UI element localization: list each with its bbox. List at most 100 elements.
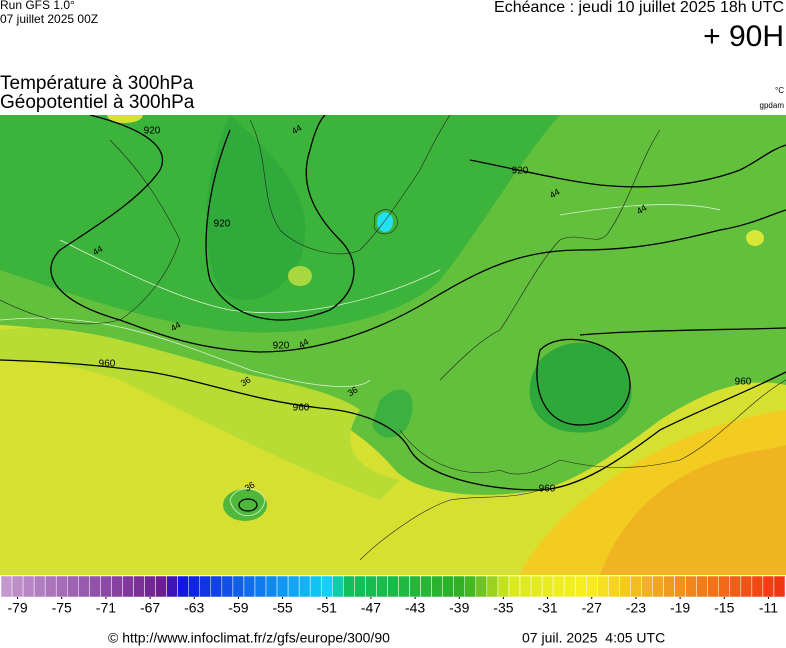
colorbar-swatch — [276, 575, 289, 598]
colorbar-swatch — [298, 575, 311, 598]
coastline — [249, 115, 451, 255]
field-warm-spot-east — [746, 230, 764, 246]
colorbar-swatch — [309, 575, 322, 598]
colorbar-swatch — [519, 575, 532, 598]
contour-label: 44 — [91, 244, 105, 258]
contour-label: 920 — [214, 219, 231, 230]
colorbar-tick-label: -67 — [140, 600, 160, 616]
colorbar-swatch — [122, 575, 134, 598]
contour-label: 44 — [290, 123, 304, 137]
colorbar-tick-label: -23 — [626, 600, 646, 616]
colorbar-swatch — [332, 575, 344, 598]
contour-label: 920 — [144, 126, 161, 137]
field-orange — [600, 445, 786, 575]
colorbar-swatch — [221, 575, 234, 598]
colorbar-swatch — [630, 575, 642, 598]
coastline — [359, 489, 541, 561]
colorbar-swatch — [287, 575, 300, 598]
contour-low — [238, 498, 258, 512]
contour-label: 44 — [635, 203, 649, 217]
colorbar-swatch — [508, 575, 521, 598]
colorbar-swatch — [409, 575, 421, 598]
colorbar-swatch — [497, 575, 510, 598]
colorbar-swatch — [585, 575, 598, 598]
colorbar-swatch — [78, 575, 90, 598]
colorbar-swatch — [55, 575, 68, 598]
colorbar-swatch — [420, 575, 432, 598]
valid-time: Echéance : jeudi 10 juillet 2025 18h UTC — [494, 0, 784, 16]
colorbar-swatch — [453, 575, 466, 598]
colorbar-swatch — [475, 575, 488, 598]
colorbar-swatch — [210, 575, 223, 598]
field-trough — [529, 342, 632, 433]
colorbar-tick-label: -19 — [670, 600, 690, 616]
colorbar: -79 -75 -71 -67 -63 -59 -55 -51 -47 -43 -39 -35 -31 -… — [0, 575, 786, 616]
contour-label: 960 — [99, 359, 116, 370]
colorbar-swatch — [89, 575, 101, 598]
field-cold-spot — [377, 212, 393, 232]
colorbar-tick-label: -47 — [361, 600, 381, 616]
colorbar-swatch — [133, 575, 145, 598]
colorbar-swatch — [22, 575, 35, 598]
isotherm — [0, 317, 371, 387]
colorbar-swatch — [33, 575, 46, 598]
colorbar-swatch — [232, 575, 245, 598]
contour-trough-arm — [579, 327, 786, 336]
isotherm — [559, 204, 721, 216]
colorbar-swatch — [464, 575, 477, 598]
colorbar-swatch — [574, 575, 587, 598]
colorbar-tick-label: -35 — [493, 600, 513, 616]
coastline — [399, 379, 786, 475]
colorbar-swatch — [243, 575, 256, 598]
colorbar-swatch — [343, 575, 355, 598]
colorbar-swatch — [199, 575, 212, 598]
field-warm-spot-north — [107, 115, 143, 123]
contour-label: 36 — [239, 375, 253, 389]
colorbar-tick-label: -15 — [714, 600, 734, 616]
lead-time: + 90H — [703, 20, 784, 53]
colorbar-swatch — [696, 575, 708, 598]
contour-trough — [536, 338, 631, 426]
colorbar-tick-label: -71 — [96, 600, 116, 616]
colorbar-swatch — [320, 575, 333, 598]
colorbar-swatch — [188, 575, 201, 598]
colorbar-swatch — [773, 575, 786, 598]
colorbar-tick-label: -43 — [405, 600, 425, 616]
contour-920 — [50, 115, 786, 353]
contour-label: 960 — [293, 403, 310, 414]
colorbar-swatch — [144, 575, 156, 598]
colorbar-swatch — [155, 575, 167, 598]
colorbar-swatch — [563, 575, 576, 598]
colorbar-swatch — [442, 575, 454, 598]
colorbar-swatch — [431, 575, 443, 598]
field-low — [223, 489, 267, 521]
colorbar-swatch — [0, 575, 13, 598]
contour-label: 960 — [539, 484, 556, 495]
colorbar-swatch — [100, 575, 112, 598]
colorbar-swatch — [718, 575, 731, 598]
colorbar-swatch — [685, 575, 697, 598]
contour-label: 960 — [735, 377, 752, 388]
colorbar-swatch — [674, 575, 686, 598]
colorbar-swatch — [762, 575, 775, 598]
contour-920 — [469, 144, 786, 188]
coastline — [439, 129, 661, 381]
colorbar-tick-label: -51 — [317, 600, 337, 616]
colorbar-swatch — [740, 575, 753, 598]
colorbar-swatch — [652, 575, 664, 598]
colorbar-swatch — [387, 575, 399, 598]
contour-920 — [205, 115, 355, 321]
colorbar-swatch — [166, 575, 178, 598]
unit-temperature: °C — [775, 86, 784, 95]
colorbar-swatch — [751, 575, 764, 598]
field-warm-spot — [288, 266, 312, 286]
colorbar-swatch — [265, 575, 278, 598]
colorbar-swatch — [376, 575, 388, 598]
colorbar-swatch — [729, 575, 742, 598]
colorbar-swatch — [541, 575, 554, 598]
colorbar-swatch — [177, 575, 189, 598]
run-label: Run GFS 1.0° — [0, 0, 75, 12]
contour-label: 920 — [273, 341, 290, 352]
map: 920 920 920 920 960 960 960 960 44 44 44 44 44 44 36 36… — [0, 115, 786, 575]
colorbar-swatch — [597, 575, 609, 598]
